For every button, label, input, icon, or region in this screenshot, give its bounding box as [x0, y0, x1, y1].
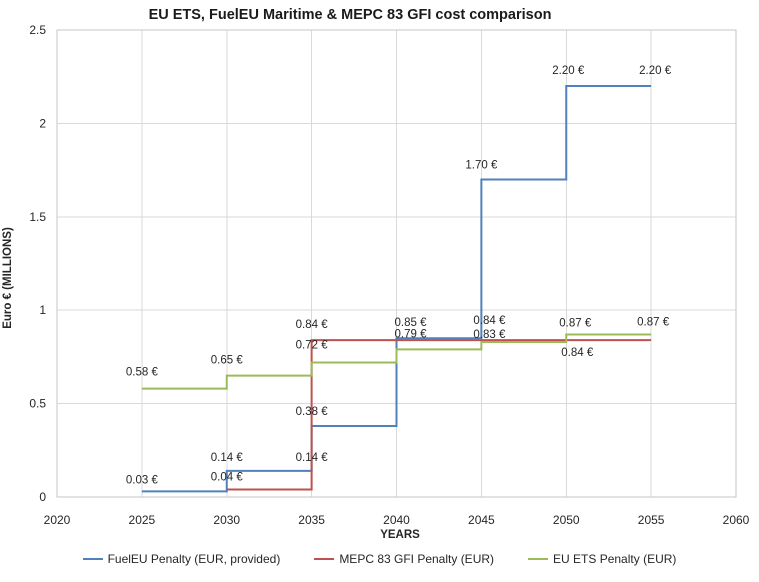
legend-label-mepc83: MEPC 83 GFI Penalty (EUR) — [339, 552, 495, 566]
x-tick-label: 2030 — [213, 513, 240, 527]
x-tick-label: 2055 — [638, 513, 665, 527]
data-label: 0.58 € — [126, 367, 159, 379]
data-label: 0.83 € — [473, 329, 506, 341]
data-label: 0.65 € — [211, 355, 244, 367]
x-tick-label: 2020 — [44, 513, 71, 527]
legend-swatch-euets — [528, 557, 549, 561]
x-tick-label: 2035 — [298, 513, 325, 527]
plot-area-border — [56, 29, 737, 498]
data-label: 2.20 € — [639, 65, 672, 77]
data-label: 0.84 € — [561, 347, 594, 359]
data-label: 0.38 € — [296, 406, 329, 418]
x-tick-label: 2045 — [468, 513, 495, 527]
data-label: 0.79 € — [395, 328, 428, 340]
y-tick-label: 1 — [39, 303, 46, 317]
legend-swatch-fueleu — [82, 557, 103, 561]
legend: FuelEU Penalty (EUR, provided) MEPC 83 GF… — [0, 552, 759, 566]
y-axis-title: Euro € (MILLIONS) — [2, 227, 14, 329]
legend-label-fueleu: FuelEU Penalty (EUR, provided) — [107, 552, 281, 566]
series-line-euets — [141, 333, 652, 390]
y-tick-label: 1.5 — [29, 210, 46, 224]
series-line-mepc83 — [226, 339, 652, 491]
y-tick-label: 2.5 — [29, 23, 46, 37]
data-label: 0.04 € — [211, 472, 244, 484]
legend-label-euets: EU ETS Penalty (EUR) — [553, 552, 677, 566]
series-line-fueleu — [141, 85, 652, 493]
y-tick-label: 0 — [39, 490, 46, 504]
x-axis-tick-labels: 2020 2025 2030 2035 2040 2045 2050 2055 2060 — [44, 513, 750, 527]
data-label: 0.14 € — [211, 452, 244, 464]
y-tick-label: 0.5 — [29, 397, 46, 411]
data-label: 0.03 € — [126, 474, 159, 486]
x-axis-title: YEARS — [380, 529, 420, 541]
data-label: 0.72 € — [296, 340, 329, 352]
x-tick-label: 2060 — [723, 513, 750, 527]
data-label: 0.87 € — [637, 316, 670, 328]
series-lines — [141, 85, 652, 493]
legend-swatch-mepc83 — [314, 557, 335, 561]
data-label: 0.14 € — [296, 452, 329, 464]
data-label: 1.70 € — [465, 159, 498, 171]
legend-item-euets: EU ETS Penalty (EUR) — [528, 552, 676, 566]
y-axis-tick-labels: 0 0.5 1 1.5 2 2.5 — [29, 23, 46, 504]
data-label: 0.85 € — [395, 317, 428, 329]
x-tick-label: 2025 — [129, 513, 156, 527]
data-label: 2.20 € — [552, 65, 585, 77]
y-tick-label: 2 — [39, 116, 46, 130]
chart-title: EU ETS, FuelEU Maritime & MEPC 83 GFI co… — [149, 7, 552, 23]
x-tick-label: 2050 — [553, 513, 580, 527]
legend-item-mepc83: MEPC 83 GFI Penalty (EUR) — [314, 552, 494, 566]
data-label: 0.87 € — [559, 317, 592, 329]
data-label: 0.84 € — [296, 319, 329, 331]
data-label: 0.84 € — [473, 315, 506, 327]
data-labels: 0.03 € 0.14 € 0.14 € 0.38 € 0.85 € 1.70 € 2.20… — [126, 65, 672, 486]
x-tick-label: 2040 — [383, 513, 410, 527]
legend-item-fueleu: FuelEU Penalty (EUR, provided) — [82, 552, 281, 566]
